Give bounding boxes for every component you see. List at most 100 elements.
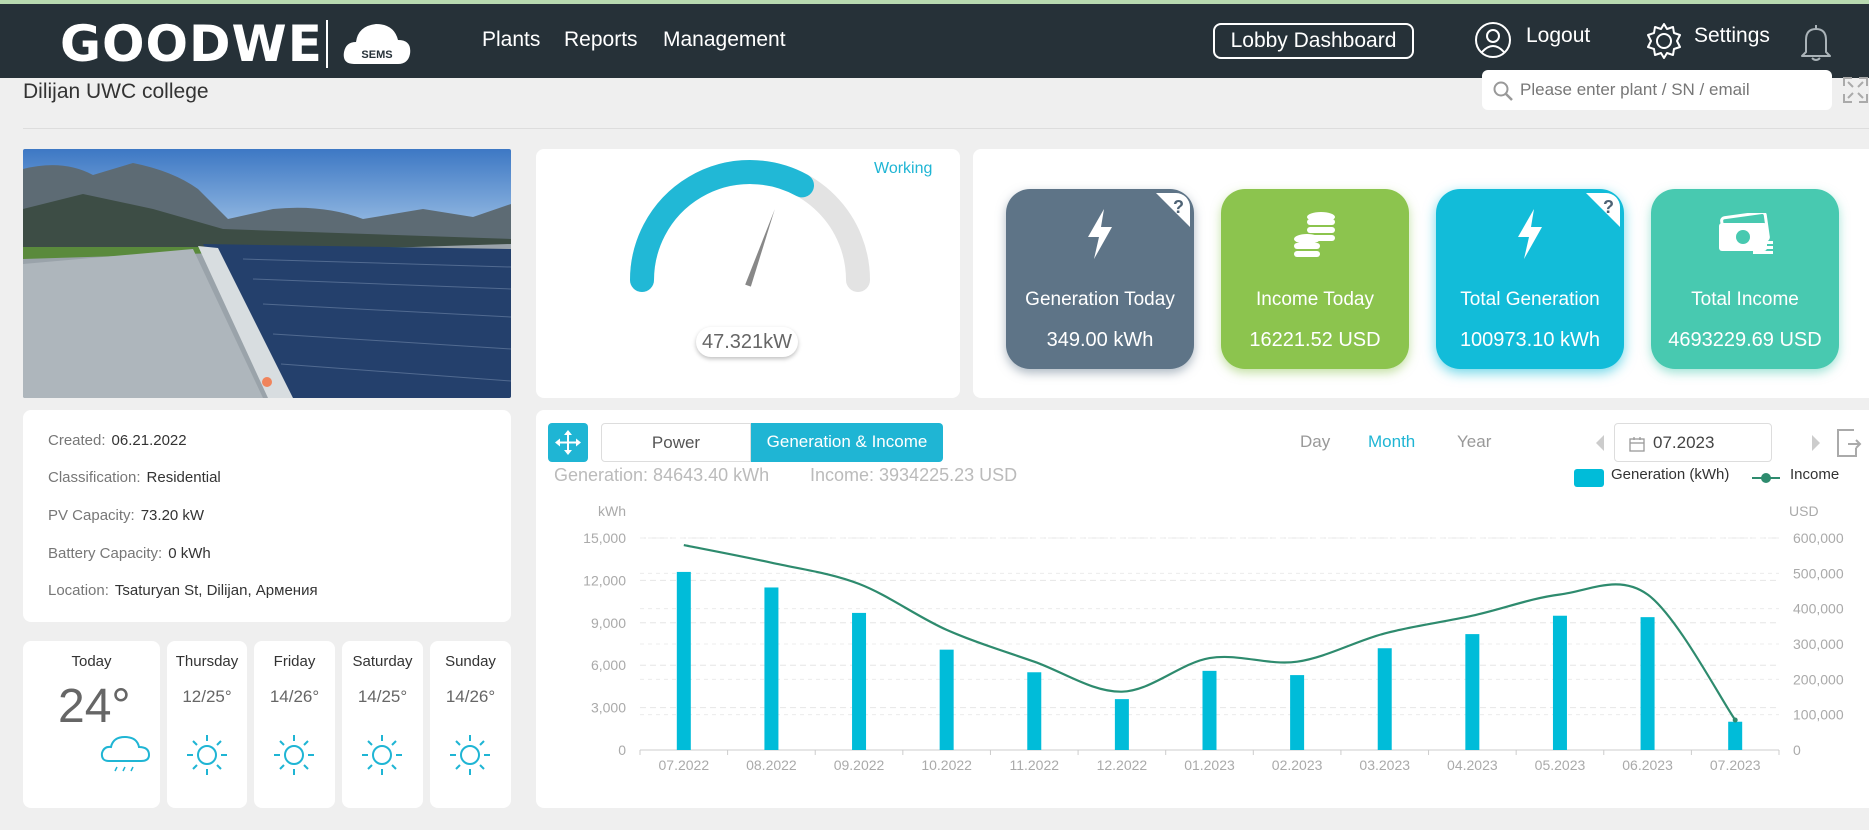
legend-generation-swatch[interactable] [1574,469,1604,487]
export-icon[interactable] [1834,428,1862,458]
weather-day: Thursday [175,653,239,670]
x-tick-label: 11.2022 [1009,757,1059,773]
y-tick-right: 100,000 [1793,707,1844,723]
y-tick-left: 0 [618,742,626,758]
generation-bar [1552,615,1567,750]
weather-temp: 14/25° [357,687,408,706]
weather-day: Saturday [352,653,413,670]
tile-value: 100973.10 kWh [1459,329,1601,351]
weather-temp: 14/26° [445,687,496,706]
goodwe-logo[interactable]: GOODWE [60,15,323,73]
plant-info-card [23,410,511,622]
generation-bar [1377,648,1392,750]
y-tick-right: 200,000 [1793,671,1844,687]
info-battery-capacity: Battery Capacity: 0 kWh [48,545,211,562]
nav-plants[interactable]: Plants [482,28,541,51]
search-input[interactable] [1520,78,1820,102]
gear-icon[interactable] [1644,21,1684,61]
weather-saturday: Saturday 14/25° [342,641,423,808]
info-pv-capacity: PV Capacity: 73.20 kW [48,507,205,524]
y-tick-left: 12,000 [583,572,626,588]
generation-summary: Generation: 84643.40 kWh [554,465,770,485]
legend-generation-label[interactable]: Generation (kWh) [1611,466,1730,483]
period-year[interactable]: Year [1457,432,1492,451]
x-tick-label: 04.2023 [1447,757,1498,773]
x-tick-label: 09.2022 [834,757,885,773]
bell-icon[interactable] [1798,22,1834,62]
sun-icon [362,735,402,775]
generation-bar [1465,634,1480,750]
tile-total-income: Total Income 4693229.69 USD [1651,189,1839,369]
prev-date-icon[interactable] [1594,434,1606,452]
lobby-dashboard-button[interactable]: Lobby Dashboard [1213,23,1414,59]
x-tick-label: 06.2023 [1622,757,1673,773]
weather-thursday: Thursday 12/25° [167,641,247,808]
nav-management[interactable]: Management [663,28,786,51]
y-tick-left: 9,000 [591,615,626,631]
x-tick-label: 10.2022 [921,757,972,773]
weather-temp-now: 24° [58,680,131,733]
generation-bar [1728,721,1743,750]
y-tick-right: 0 [1793,742,1801,758]
lightning-icon [1518,209,1542,259]
period-month[interactable]: Month [1368,432,1416,451]
income-point [1732,717,1738,723]
logout-button[interactable]: Logout [1526,24,1591,47]
top-navbar: GOODWE SEMS Plants Reports Management Lo… [0,4,1869,78]
x-tick-label: 02.2023 [1272,757,1323,773]
tile-value: 349.00 kWh [1046,329,1154,351]
help-icon[interactable]: ? [1586,193,1620,227]
generation-income-chart: 0 3,000 6,000 9,000 12,000 15,000 kWh 0 100,000… [583,503,1844,773]
plant-status: Working [874,160,933,177]
generation-bar [1290,675,1305,750]
calendar-icon [1629,437,1645,452]
generation-bar [1202,670,1217,750]
tile-label: Total Income [1691,289,1799,310]
gauge-fill [630,160,814,292]
settings-button[interactable]: Settings [1694,24,1770,47]
weather-temp: 14/26° [269,687,320,706]
plant-title: Dilijan UWC college [23,80,209,103]
nav-reports[interactable]: Reports [564,28,638,51]
fullscreen-icon[interactable] [1842,76,1869,104]
weather-today: Today 24° [23,641,160,808]
search-box[interactable] [1482,70,1832,110]
period-day[interactable]: Day [1300,432,1331,451]
y-axis-right-unit: USD [1789,503,1819,519]
tile-generation-today: ? Generation Today 349.00 kWh [1006,189,1194,369]
tile-income-today: Income Today 16221.52 USD [1221,189,1409,369]
x-tick-label: 12.2022 [1097,757,1148,773]
power-gauge-card [536,149,960,398]
x-tick-label: 03.2023 [1359,757,1410,773]
logo-divider [326,20,328,68]
sun-icon [450,735,490,775]
generation-bar [939,649,954,750]
x-tick-label: 05.2023 [1535,757,1586,773]
legend-income-swatch[interactable] [1752,470,1780,486]
generation-bar [676,571,691,750]
tab-generation-income[interactable]: Generation & Income [751,423,943,462]
tab-power[interactable]: Power [601,423,751,462]
x-tick-label: 08.2022 [746,757,797,773]
income-summary: Income: 3934225.23 USD [810,465,1018,485]
income-endpoint [1732,717,1738,723]
generation-bar [764,587,779,750]
weather-temp: 12/25° [182,687,232,706]
help-icon[interactable]: ? [1156,193,1190,227]
date-picker[interactable]: 07.2023 [1614,423,1772,462]
y-tick-right: 400,000 [1793,601,1844,617]
current-power: 47.321kW [696,327,798,357]
sems-cloud-logo[interactable]: SEMS [340,14,414,74]
legend-income-label[interactable]: Income [1790,466,1840,483]
plant-photo [23,149,511,398]
next-date-icon[interactable] [1810,434,1822,452]
drag-handle-button[interactable] [548,423,588,462]
generation-bar [1114,699,1129,750]
x-tick-label: 07.2023 [1710,757,1761,773]
tile-total-generation: ? Total Generation 100973.10 kWh [1436,189,1624,369]
user-icon[interactable] [1474,21,1512,59]
tile-label: Income Today [1256,289,1374,310]
x-axis-labels: 07.2022 08.2022 09.2022 10.2022 11.2022 12.20… [659,757,1761,773]
money-icon [1719,213,1773,254]
weather-day: Today [71,653,112,670]
